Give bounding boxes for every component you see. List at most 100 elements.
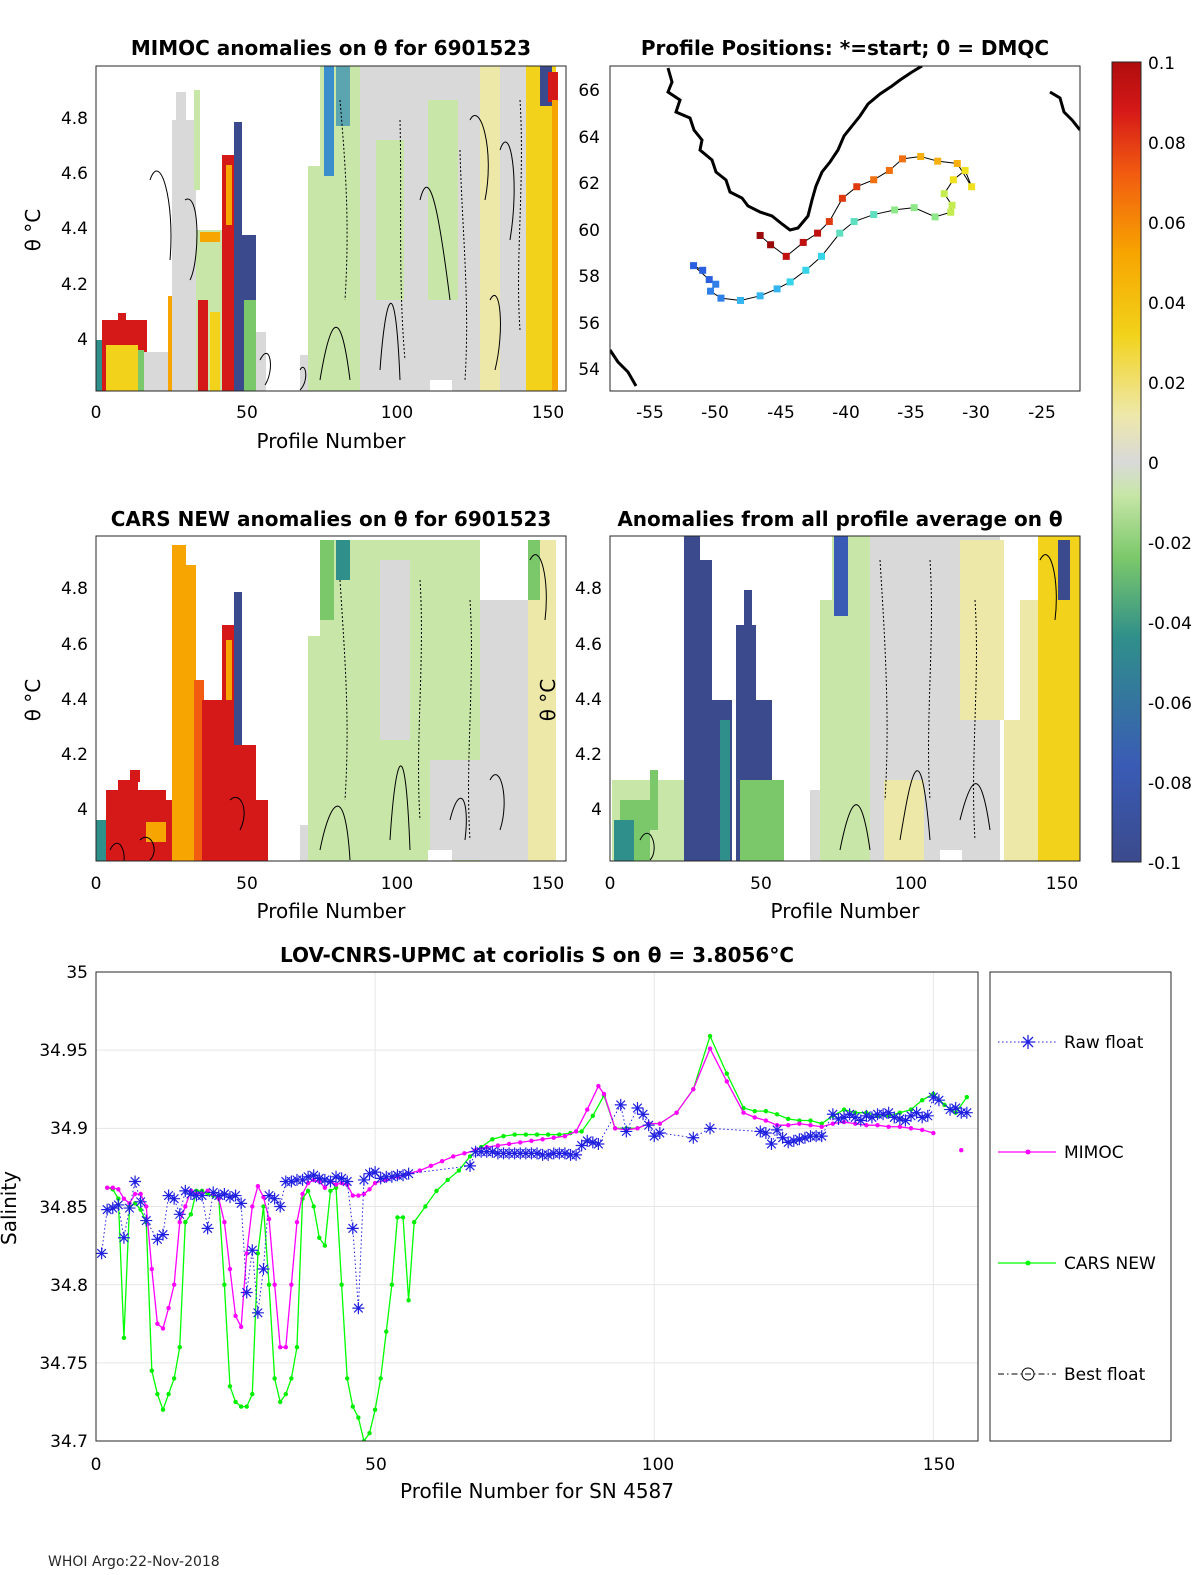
colorbar-tick: -0.08 [1148,774,1192,794]
track-point [949,176,957,184]
cars-new-point [423,1204,428,1209]
cars-new-point [523,1132,529,1137]
y-tick: 4.8 [575,579,602,599]
mimoc-point [529,1138,534,1144]
mimoc-point [462,1151,467,1156]
track-point [898,155,906,163]
raw-float-point [96,1247,108,1260]
colorbar-tick: 0.04 [1148,294,1186,314]
raw-float-point [759,1127,772,1140]
x-tick: 100 [381,874,413,894]
raw-float-point [374,1172,387,1185]
raw-float-point [346,1222,359,1235]
track-point [705,276,713,284]
x-tick: -40 [832,403,860,423]
cars-new-point [724,1071,729,1076]
y-tick: 4 [77,330,88,350]
y-tick: 4.6 [61,635,88,655]
mimoc-point [283,1345,288,1350]
cars-new-point [908,1107,914,1112]
panel-mimoc-anomalies: MIMOC anomalies on θ for 6901523 [21,36,567,453]
raw-float-point [140,1214,153,1227]
raw-float-point [637,1108,650,1121]
raw-float-point [798,1131,811,1144]
raw-float-point [212,1189,225,1202]
raw-float-point [352,1302,365,1315]
raw-float-point [397,1169,410,1182]
mimoc-heatmap [96,66,558,391]
raw-float-point [117,1231,130,1244]
track-point [870,176,878,184]
y-tick: 34.85 [39,1198,88,1218]
mimoc-point [601,1091,607,1097]
cars-new-point [322,1243,328,1248]
colorbar-tick: 0.06 [1148,214,1186,234]
raw-float-point [335,1172,348,1185]
cars-new-point [964,1094,970,1100]
mimoc-point [819,1124,824,1129]
raw-float-point [134,1195,147,1208]
raw-float-point [916,1111,929,1124]
y-tick: 58 [578,267,600,287]
legend-item-raw-float: Raw float [998,1033,1144,1053]
raw-float-point [251,1306,264,1319]
salinity-grid [96,972,978,1441]
track-point [737,296,745,304]
mimoc-point [155,1321,160,1326]
cars-new-point [238,1404,244,1409]
mimoc-point [875,1123,880,1128]
salinity-y-label: Salinity [0,1171,21,1245]
track-point [850,218,858,226]
x-tick: 100 [895,874,927,894]
track-point [968,183,976,191]
mimoc-point [121,1196,127,1201]
mimoc-point [612,1126,618,1131]
x-tick: 150 [532,403,564,423]
mimoc-point [540,1137,545,1142]
mimoc-point [808,1123,813,1128]
mimoc-point [707,1046,713,1051]
x-tick: 0 [91,874,102,894]
cars-new-point [283,1391,288,1397]
cars-new-point [272,1376,277,1381]
mimoc-point [255,1183,261,1189]
y-tick: 4.6 [575,635,602,655]
mimoc-point [138,1191,143,1197]
raw-float-point [240,1286,253,1299]
dot-marker-icon [1025,1149,1031,1155]
mimoc-point [674,1110,679,1115]
cars-heatmap [96,540,556,861]
cars-new-point [490,1137,495,1142]
raw-float-point [363,1167,376,1180]
cars-new-point [361,1438,367,1441]
cars-new-point [339,1282,344,1287]
cars-new-point [261,1204,266,1209]
raw-float-point [324,1175,337,1188]
raw-float-point [341,1175,354,1188]
cars-new-point [328,1188,333,1194]
cars-new-point [160,1407,166,1412]
average-x-label: Profile Number [771,899,921,923]
track-point [717,294,725,302]
mimoc-point [495,1143,501,1148]
raw-float-point [575,1139,588,1152]
mimoc-point [852,1121,858,1126]
cars-new-point [841,1107,847,1112]
mimoc-point [289,1282,294,1287]
cars-new-point [534,1132,540,1137]
x-tick: -30 [962,403,990,423]
cars-new-point [590,1113,596,1119]
raw-float-point [642,1119,655,1132]
colorbar-tick: -0.04 [1148,614,1192,634]
raw-float-point [268,1192,281,1205]
footer-stamp: WHOI Argo:22-Nov-2018 [48,1554,220,1570]
raw-float-point [542,1148,555,1161]
raw-float-point [229,1189,242,1202]
salinity-axis-ticks: 0 50 100 150 34.7 34.75 34.8 34.85 34.9 … [39,963,955,1475]
raw-float-point [112,1198,125,1211]
track-point [961,166,969,174]
mimoc-point [144,1204,149,1209]
mimoc-point [830,1121,836,1126]
legend-item-mimoc: MIMOC [998,1143,1124,1163]
raw-float-point [592,1137,605,1150]
